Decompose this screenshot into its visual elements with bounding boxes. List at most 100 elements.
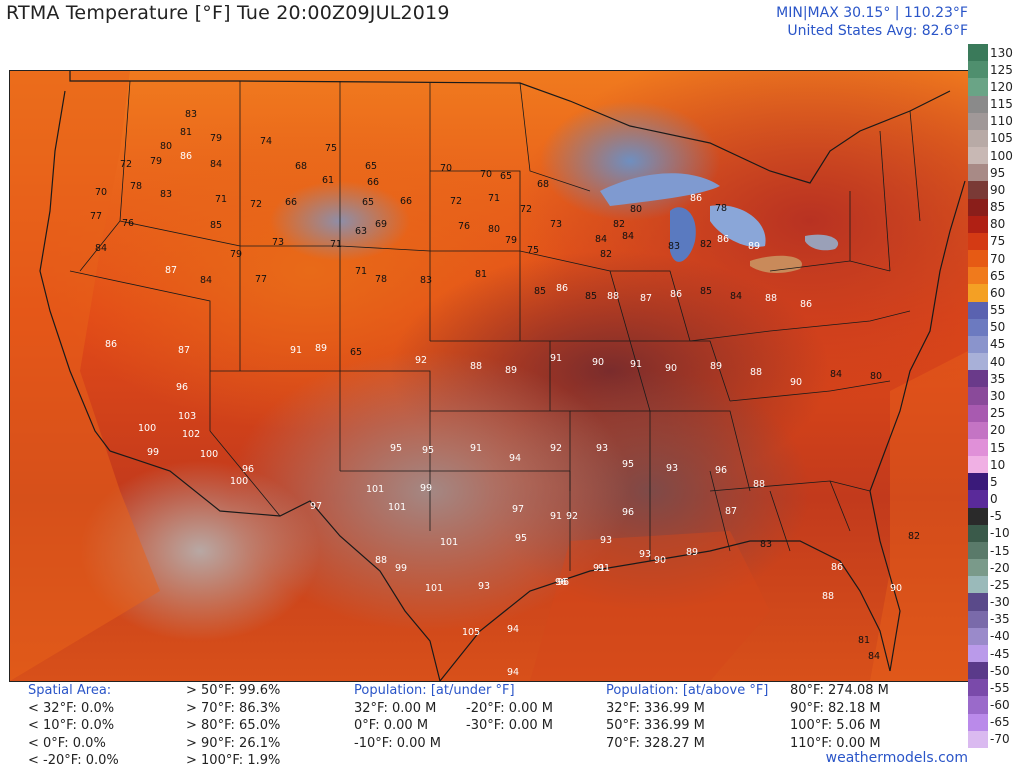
temperature-label: 84 bbox=[210, 159, 223, 170]
temperature-label: 90 bbox=[790, 377, 803, 388]
color-scale-tick-label: 130 bbox=[990, 45, 1013, 60]
temperature-label: 83 bbox=[668, 241, 681, 252]
temperature-label: 66 bbox=[367, 177, 380, 188]
color-scale-swatch bbox=[968, 267, 988, 285]
color-scale-tick-label: 115 bbox=[990, 97, 1013, 112]
temperature-label: 78 bbox=[715, 203, 728, 214]
color-scale-swatch bbox=[968, 473, 988, 491]
population-under-header: Population: [at/under °F] bbox=[354, 683, 515, 698]
color-scale-tick-label: 15 bbox=[990, 440, 1006, 455]
color-scale-legend: 130 125 120 115 110 105 100 95 90 85 80 75 70 65 60 55 5… bbox=[968, 44, 1013, 749]
temperature-label: 101 bbox=[440, 537, 459, 548]
color-scale-swatch bbox=[968, 421, 988, 440]
temperature-label: 102 bbox=[182, 429, 201, 440]
temperature-label: 68 bbox=[295, 161, 308, 172]
temperature-label: 78 bbox=[130, 181, 143, 192]
temperature-label: 95 bbox=[622, 459, 635, 470]
temperature-label: 87 bbox=[640, 293, 653, 304]
temperature-label: 81 bbox=[180, 127, 193, 138]
temperature-label: 88 bbox=[470, 361, 483, 372]
color-scale-swatch bbox=[968, 335, 988, 354]
temperature-label: 82 bbox=[613, 219, 626, 230]
temperature-label: 75 bbox=[527, 245, 540, 256]
color-scale-swatch bbox=[968, 679, 988, 697]
color-scale-tick-label: 100 bbox=[990, 148, 1013, 163]
temperature-label: 93 bbox=[639, 549, 652, 560]
color-scale-tick-label: 125 bbox=[990, 62, 1013, 77]
temperature-label: 77 bbox=[90, 211, 103, 222]
color-scale-tick-label: 30 bbox=[990, 389, 1006, 403]
temperature-label: 84 bbox=[868, 651, 881, 662]
temperature-label: 89 bbox=[748, 241, 761, 252]
spatial-above-column: > 50°F: 99.6% > 70°F: 86.3% > 80°F: 65.0… bbox=[186, 682, 280, 770]
temperature-label: 68 bbox=[537, 179, 550, 190]
temperature-label: 74 bbox=[260, 136, 273, 147]
site-credit-link[interactable]: weathermodels.com bbox=[825, 750, 968, 766]
temperature-label: 96 bbox=[715, 465, 728, 476]
temperature-label: 80 bbox=[488, 224, 501, 235]
us-average-line: United States Avg: 82.6°F bbox=[787, 23, 968, 39]
temperature-label: 66 bbox=[400, 196, 413, 207]
min-max-summary: MIN|MAX 30.15° | 110.23°F United States … bbox=[776, 4, 968, 40]
temperature-label: 71 bbox=[488, 193, 501, 204]
color-scale-swatch bbox=[968, 353, 988, 371]
population-above-row: 70°F: 328.27 M bbox=[606, 735, 705, 751]
temperature-label: 86 bbox=[105, 339, 118, 350]
color-scale-swatch bbox=[968, 576, 988, 594]
temperature-label: 93 bbox=[478, 581, 491, 592]
temperature-label: 86 bbox=[690, 193, 703, 204]
temperature-label: 77 bbox=[255, 274, 268, 285]
color-scale-swatch bbox=[968, 164, 988, 182]
temperature-label: 91 bbox=[550, 511, 563, 522]
color-scale-swatch bbox=[968, 507, 988, 526]
temperature-label: 73 bbox=[550, 219, 563, 230]
temperature-label: 79 bbox=[210, 133, 223, 144]
color-scale-swatch bbox=[968, 456, 988, 474]
color-scale-tick-label: 40 bbox=[990, 354, 1006, 369]
temperature-label: 93 bbox=[596, 443, 609, 454]
color-scale-tick-label: -30 bbox=[990, 595, 1010, 610]
temperature-label: 89 bbox=[686, 547, 699, 558]
population-under-row: 32°F: 0.00 M bbox=[354, 700, 437, 716]
temperature-label: 90 bbox=[890, 583, 903, 594]
population-above-row: 90°F: 82.18 M bbox=[790, 700, 881, 716]
temperature-label: 84 bbox=[622, 231, 635, 242]
temperature-label: 87 bbox=[725, 506, 738, 517]
temperature-label: 82 bbox=[700, 239, 713, 250]
color-scale-swatch bbox=[968, 438, 988, 457]
color-scale-swatch bbox=[968, 147, 988, 165]
color-scale-tick-label: 10 bbox=[990, 457, 1006, 472]
color-scale-tick-label: -50 bbox=[990, 663, 1010, 678]
temperature-label: 91 bbox=[593, 563, 606, 574]
temperature-label: 87 bbox=[165, 265, 178, 276]
color-scale-swatch bbox=[968, 215, 988, 234]
color-scale-swatch bbox=[968, 318, 988, 337]
population-above-header: Population: [at/above °F] bbox=[606, 683, 769, 698]
temperature-label: 84 bbox=[95, 243, 108, 254]
color-scale-swatch bbox=[968, 559, 988, 577]
color-scale-swatch bbox=[968, 78, 988, 96]
color-scale-tick-label: 45 bbox=[990, 337, 1006, 352]
color-scale-swatch bbox=[968, 301, 988, 320]
temperature-label: 93 bbox=[666, 463, 679, 474]
temperature-label: 88 bbox=[822, 591, 835, 602]
temperature-label: 85 bbox=[210, 220, 223, 231]
temperature-label: 61 bbox=[322, 175, 335, 186]
temperature-label: 76 bbox=[458, 221, 471, 232]
min-max-line: MIN|MAX 30.15° | 110.23°F bbox=[776, 5, 968, 21]
temperature-label: 71 bbox=[330, 239, 343, 250]
temperature-label: 96 bbox=[242, 464, 255, 475]
map-title: RTMA Temperature [°F] Tue 20:00Z09JUL201… bbox=[6, 2, 450, 24]
temperature-label: 96 bbox=[176, 382, 189, 393]
temperature-label: 81 bbox=[858, 635, 871, 646]
spatial-above-row: > 100°F: 1.9% bbox=[186, 753, 281, 768]
temperature-label: 99 bbox=[147, 447, 160, 458]
temperature-label: 83 bbox=[760, 539, 773, 550]
temperature-label: 80 bbox=[630, 204, 643, 215]
temperature-label: 82 bbox=[908, 531, 921, 542]
temperature-label: 87 bbox=[178, 345, 191, 356]
temperature-label: 89 bbox=[505, 365, 518, 376]
temperature-label: 95 bbox=[422, 445, 435, 456]
color-scale-tick-label: 85 bbox=[990, 200, 1006, 215]
color-scale-swatch bbox=[968, 387, 988, 406]
